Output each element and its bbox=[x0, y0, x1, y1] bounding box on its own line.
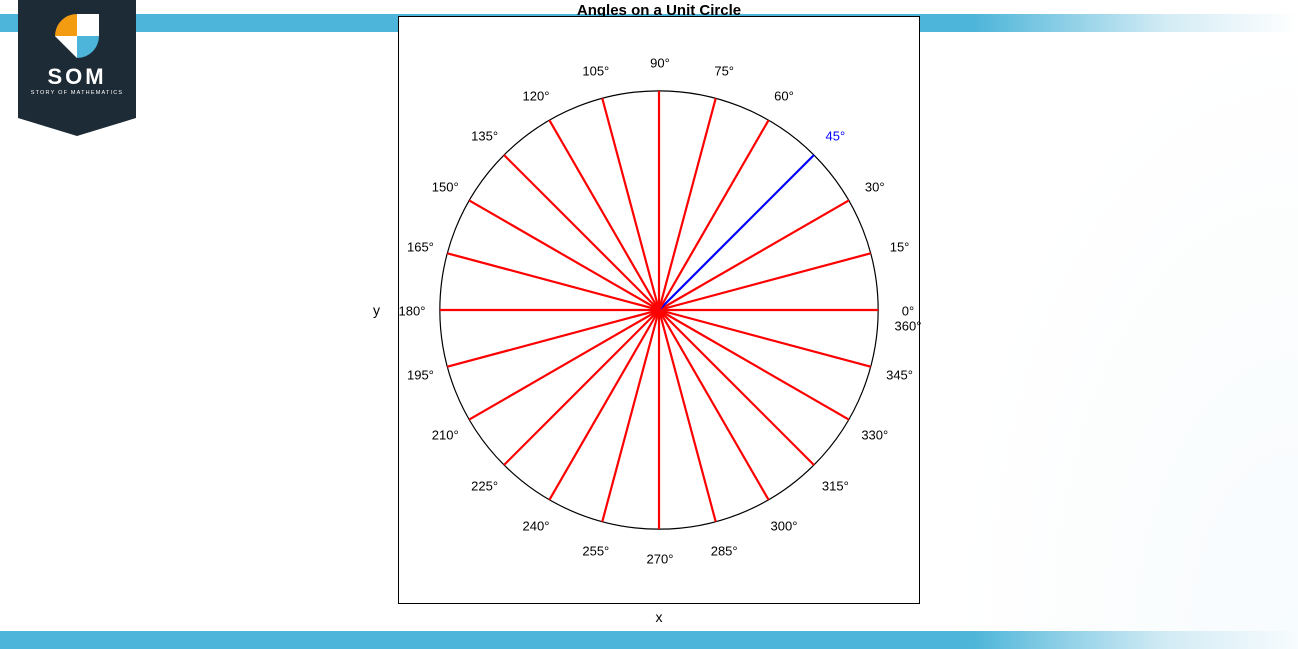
angle-label-345: 345° bbox=[886, 368, 913, 383]
angle-label-75: 75° bbox=[714, 64, 734, 79]
angle-label-360°: 360° bbox=[895, 319, 922, 334]
angle-label-270: 270° bbox=[647, 552, 674, 567]
angle-label-30: 30° bbox=[865, 180, 885, 195]
som-logo-icon bbox=[55, 14, 99, 58]
logo-sub-text: STORY OF MATHEMATICS bbox=[18, 90, 136, 96]
x-axis-label: x bbox=[656, 609, 663, 625]
angle-label-150: 150° bbox=[432, 180, 459, 195]
angle-label-225: 225° bbox=[471, 479, 498, 494]
angle-label-285: 285° bbox=[711, 543, 738, 558]
logo-badge: SOM STORY OF MATHEMATICS bbox=[18, 0, 136, 118]
angle-label-210: 210° bbox=[432, 428, 459, 443]
angle-label-45: 45° bbox=[826, 128, 846, 143]
angle-label-90: 90° bbox=[650, 56, 670, 71]
bg-gradient-arc bbox=[948, 19, 1298, 649]
angle-label-195: 195° bbox=[407, 368, 434, 383]
angle-label-60: 60° bbox=[774, 89, 794, 104]
angle-label-120: 120° bbox=[523, 89, 550, 104]
angle-label-255: 255° bbox=[582, 543, 609, 558]
angle-label-330: 330° bbox=[861, 428, 888, 443]
angle-label-15: 15° bbox=[890, 239, 910, 254]
unit-circle-chart: y x 0°360°15°30°45°60°75°90°105°120°135°… bbox=[398, 16, 920, 604]
angle-label-240: 240° bbox=[523, 518, 550, 533]
angle-label-165: 165° bbox=[407, 239, 434, 254]
circle-svg bbox=[399, 17, 919, 603]
logo-main-text: SOM bbox=[18, 64, 136, 90]
angle-label-0: 0° bbox=[902, 304, 914, 319]
angle-label-180: 180° bbox=[399, 304, 426, 319]
angle-label-315: 315° bbox=[822, 479, 849, 494]
angle-label-300: 300° bbox=[771, 518, 798, 533]
y-axis-label: y bbox=[373, 302, 380, 318]
angle-label-135: 135° bbox=[471, 128, 498, 143]
bottom-accent-bar bbox=[0, 631, 1298, 649]
angle-label-105: 105° bbox=[582, 64, 609, 79]
